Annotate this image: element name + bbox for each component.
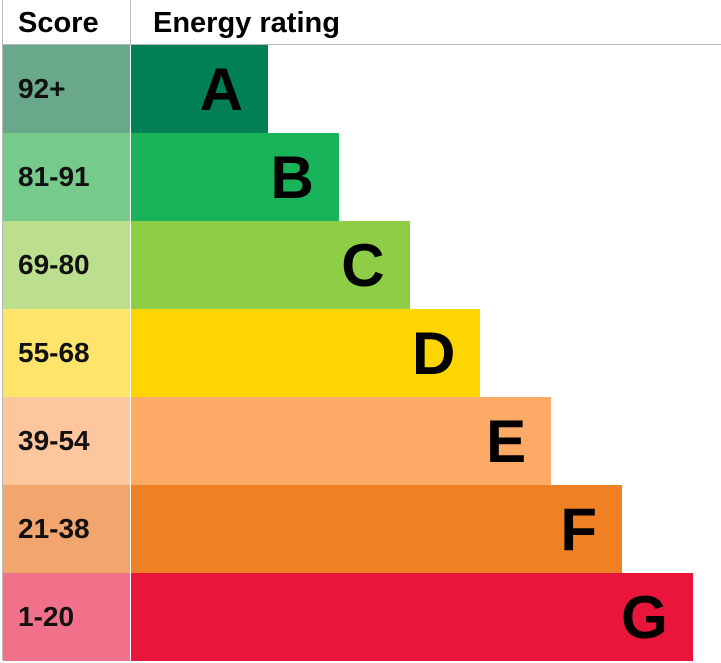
frame-line [130, 0, 131, 44]
score-cell: 81-91 [3, 133, 130, 221]
rating-band: E [131, 397, 552, 485]
score-cell: 21-38 [3, 485, 130, 573]
score-header: Score [18, 7, 99, 39]
rating-band: D [131, 309, 481, 397]
rating-band: A [131, 45, 268, 133]
score-cell: 55-68 [3, 309, 130, 397]
score-cell: 92+ [3, 45, 130, 133]
score-cell: 1-20 [3, 573, 130, 661]
rating-band: B [131, 133, 339, 221]
rating-band: F [131, 485, 622, 573]
rating-header: Energy rating [153, 7, 340, 39]
frame-line [2, 0, 3, 660]
rating-band: G [131, 573, 693, 661]
score-cell: 69-80 [3, 221, 130, 309]
frame-line [2, 44, 721, 45]
score-cell: 39-54 [3, 397, 130, 485]
rating-band: C [131, 221, 410, 309]
